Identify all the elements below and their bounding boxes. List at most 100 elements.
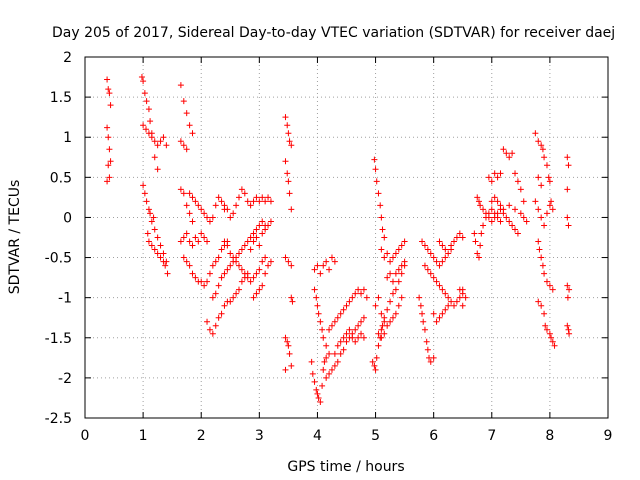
data-point (289, 298, 296, 305)
data-point (160, 258, 167, 265)
data-point (355, 322, 362, 329)
data-point (259, 194, 266, 201)
data-point (233, 290, 240, 297)
data-point (485, 214, 492, 221)
data-point (180, 142, 187, 149)
y-axis-label: SDTVAR / TECUs (7, 180, 23, 295)
data-point (340, 334, 347, 341)
data-point (321, 358, 328, 365)
data-point (323, 258, 330, 265)
data-point (224, 266, 231, 273)
data-point (151, 138, 158, 145)
data-point (183, 230, 190, 237)
data-point (262, 198, 269, 205)
data-point (506, 202, 513, 209)
data-point (439, 242, 446, 249)
data-point (453, 298, 460, 305)
data-point (448, 242, 455, 249)
data-point (154, 234, 161, 241)
data-point (204, 278, 211, 285)
data-point (319, 326, 326, 333)
data-point (389, 290, 396, 297)
data-point (180, 254, 187, 261)
data-point (395, 266, 402, 273)
data-point (227, 298, 234, 305)
data-point (549, 286, 556, 293)
data-point (311, 286, 318, 293)
data-point (256, 266, 263, 273)
data-point (143, 98, 150, 105)
data-point (105, 86, 112, 93)
data-point (215, 282, 222, 289)
data-point (392, 250, 399, 257)
data-point (224, 206, 231, 213)
data-point (177, 138, 184, 145)
data-point (535, 174, 542, 181)
data-point (183, 110, 190, 117)
data-point (474, 194, 481, 201)
data-point (427, 358, 434, 365)
data-point (378, 334, 385, 341)
data-point (286, 190, 293, 197)
data-point (543, 278, 550, 285)
data-point (328, 366, 335, 373)
data-point (186, 122, 193, 129)
data-point (180, 234, 187, 241)
data-point (442, 246, 449, 253)
data-point (545, 174, 552, 181)
data-point (282, 158, 289, 165)
data-point (541, 310, 548, 317)
data-point (157, 138, 164, 145)
data-point (285, 342, 292, 349)
data-point (238, 278, 245, 285)
data-point (140, 122, 147, 129)
data-point (512, 170, 519, 177)
data-point (398, 242, 405, 249)
data-point (378, 246, 385, 253)
data-point (262, 226, 269, 233)
data-point (105, 134, 112, 141)
data-point (488, 206, 495, 213)
data-point (517, 186, 524, 193)
data-point (317, 270, 324, 277)
data-point (398, 262, 405, 269)
data-point (285, 258, 292, 265)
data-point (459, 302, 466, 309)
data-point (143, 198, 150, 205)
data-point (215, 194, 222, 201)
data-point (497, 202, 504, 209)
data-point (565, 222, 572, 229)
data-point (288, 206, 295, 213)
data-point (262, 270, 269, 277)
data-point (326, 370, 333, 377)
data-point (288, 142, 295, 149)
data-point (491, 170, 498, 177)
data-point (433, 278, 440, 285)
data-point (543, 210, 550, 217)
data-point (314, 302, 321, 309)
data-point (500, 206, 507, 213)
data-point (494, 210, 501, 217)
data-point (238, 186, 245, 193)
x-tick-label: 6 (429, 428, 438, 444)
data-point (148, 242, 155, 249)
data-point (177, 238, 184, 245)
data-points (104, 74, 573, 405)
data-point (106, 146, 113, 153)
data-point (282, 366, 289, 373)
data-point (189, 194, 196, 201)
data-point (564, 322, 571, 329)
data-point (144, 230, 151, 237)
data-point (154, 166, 161, 173)
data-point (192, 274, 199, 281)
data-point (183, 146, 190, 153)
data-point (430, 274, 437, 281)
data-point (548, 334, 555, 341)
data-point (564, 294, 571, 301)
data-point (363, 294, 370, 301)
data-point (509, 222, 516, 229)
data-point (201, 234, 208, 241)
data-point (491, 194, 498, 201)
data-point (267, 218, 274, 225)
